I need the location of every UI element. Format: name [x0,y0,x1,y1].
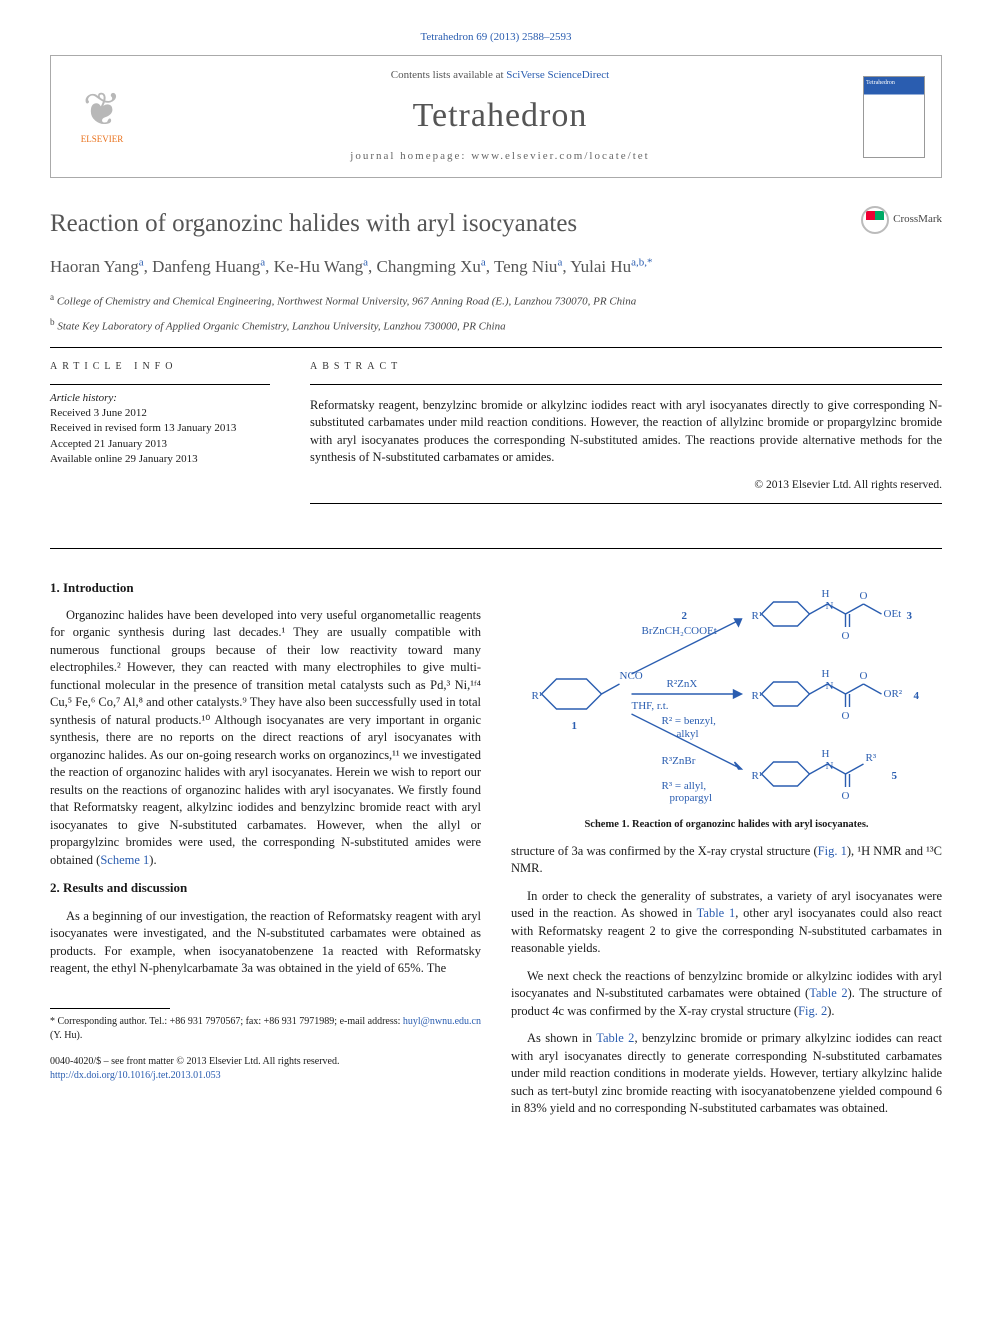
divider [50,347,942,348]
svg-text:OEt: OEt [884,608,902,620]
abstract: ABSTRACT Reformatsky reagent, benzylzinc… [310,360,942,516]
tree-icon: ❦ [83,87,122,133]
svg-text:O: O [860,670,868,682]
header-center: Contents lists available at SciVerse Sci… [151,68,849,164]
journal-header: ❦ ELSEVIER Contents lists available at S… [50,55,942,177]
table-ref[interactable]: Table 2 [809,986,847,1000]
abstract-text: Reformatsky reagent, benzylzinc bromide … [310,397,942,467]
svg-text:N: N [826,760,834,772]
svg-text:R³ZnBr: R³ZnBr [662,755,696,767]
svg-text:THF, r.t.: THF, r.t. [632,700,669,712]
abstract-label: ABSTRACT [310,360,942,374]
svg-text:N: N [826,600,834,612]
table-ref[interactable]: Table 1 [697,906,736,920]
sciencedirect-link[interactable]: SciVerse ScienceDirect [506,69,609,81]
footnote-divider [50,1008,170,1009]
article-title: Reaction of organozinc halides with aryl… [50,206,841,241]
scheme-svg: R¹ NCO 1 2 BrZnCH₂COOEt R²ZnX THF, r.t. … [511,579,942,809]
svg-text:R²ZnX: R²ZnX [667,678,698,690]
svg-text:R³: R³ [866,752,877,764]
results-paragraph-3: In order to check the generality of subs… [511,888,942,958]
svg-text:O: O [842,630,850,642]
info-label: ARTICLE INFO [50,360,270,374]
copyright: © 2013 Elsevier Ltd. All rights reserved… [310,477,942,493]
affiliation: b State Key Laboratory of Applied Organi… [50,316,942,335]
history-label: Article history: [50,391,270,406]
results-paragraph-4: We next check the reactions of benzylzin… [511,968,942,1021]
elsevier-logo: ❦ ELSEVIER [67,78,137,156]
doi-link[interactable]: http://dx.doi.org/10.1016/j.tet.2013.01.… [50,1069,481,1083]
svg-text:1: 1 [572,720,578,732]
svg-text:propargyl: propargyl [670,792,713,804]
history-line: Received 3 June 2012 [50,406,270,421]
publisher-name: ELSEVIER [81,133,124,146]
results-heading: 2. Results and discussion [50,879,481,897]
results-paragraph-2: structure of 3a was confirmed by the X-r… [511,843,942,878]
homepage-line: journal homepage: www.elsevier.com/locat… [151,149,849,164]
svg-text:3: 3 [907,610,913,622]
column-left: 1. Introduction Organozinc halides have … [50,575,481,1128]
scheme-caption: Scheme 1. Reaction of organozinc halides… [511,818,942,833]
scheme-ref[interactable]: Scheme 1 [100,853,149,867]
homepage-prefix: journal homepage: [350,150,471,162]
table-ref[interactable]: Table 2 [596,1031,634,1045]
intro-paragraph: Organozinc halides have been developed i… [50,607,481,870]
journal-name: Tetrahedron [151,92,849,140]
scheme-1: R¹ NCO 1 2 BrZnCH₂COOEt R²ZnX THF, r.t. … [511,579,942,833]
email-link[interactable]: huyl@nwnu.edu.cn [403,1016,481,1027]
intro-heading: 1. Introduction [50,579,481,597]
svg-text:NCO: NCO [620,670,643,682]
history-line: Available online 29 January 2013 [50,452,270,467]
affiliation: a College of Chemistry and Chemical Engi… [50,291,942,310]
svg-text:O: O [842,790,850,802]
svg-text:5: 5 [892,770,898,782]
main-divider [50,548,942,549]
svg-text:R² = benzyl,: R² = benzyl, [662,715,717,727]
crossmark-icon [861,206,889,234]
svg-text:2: 2 [682,610,688,622]
svg-text:R¹: R¹ [752,770,763,782]
homepage-link[interactable]: www.elsevier.com/locate/tet [471,150,650,162]
svg-text:R¹: R¹ [752,690,763,702]
fig-ref[interactable]: Fig. 1 [818,844,847,858]
footer: 0040-4020/$ – see front matter © 2013 El… [50,1055,481,1083]
svg-text:4: 4 [914,690,920,702]
svg-text:R¹: R¹ [532,690,543,702]
results-paragraph-1: As a beginning of our investigation, the… [50,908,481,978]
contents-prefix: Contents lists available at [391,69,506,81]
svg-text:H: H [822,668,830,680]
citation: Tetrahedron 69 (2013) 2588–2593 [50,30,942,45]
svg-text:H: H [822,588,830,600]
contents-line: Contents lists available at SciVerse Sci… [151,68,849,83]
svg-text:alkyl: alkyl [677,728,699,740]
article-info: ARTICLE INFO Article history: Received 3… [50,360,270,516]
column-right: R¹ NCO 1 2 BrZnCH₂COOEt R²ZnX THF, r.t. … [511,575,942,1128]
svg-text:R³ = allyl,: R³ = allyl, [662,780,707,792]
results-paragraph-5: As shown in Table 2, benzylzinc bromide … [511,1030,942,1118]
authors: Haoran Yanga, Danfeng Huanga, Ke-Hu Wang… [50,255,942,279]
svg-text:H: H [822,748,830,760]
svg-text:N: N [826,680,834,692]
fig-ref[interactable]: Fig. 2 [798,1004,827,1018]
svg-text:R¹: R¹ [752,610,763,622]
history-line: Received in revised form 13 January 2013 [50,421,270,436]
history-line: Accepted 21 January 2013 [50,437,270,452]
crossmark[interactable]: CrossMark [861,206,942,234]
svg-text:O: O [860,590,868,602]
svg-text:OR²: OR² [884,688,903,700]
footnote: * Corresponding author. Tel.: +86 931 79… [50,1015,481,1043]
svg-text:BrZnCH₂COOEt: BrZnCH₂COOEt [642,625,717,637]
journal-cover-thumb: Tetrahedron [863,76,925,158]
svg-text:O: O [842,710,850,722]
crossmark-label: CrossMark [893,212,942,227]
issn-line: 0040-4020/$ – see front matter © 2013 El… [50,1055,481,1069]
